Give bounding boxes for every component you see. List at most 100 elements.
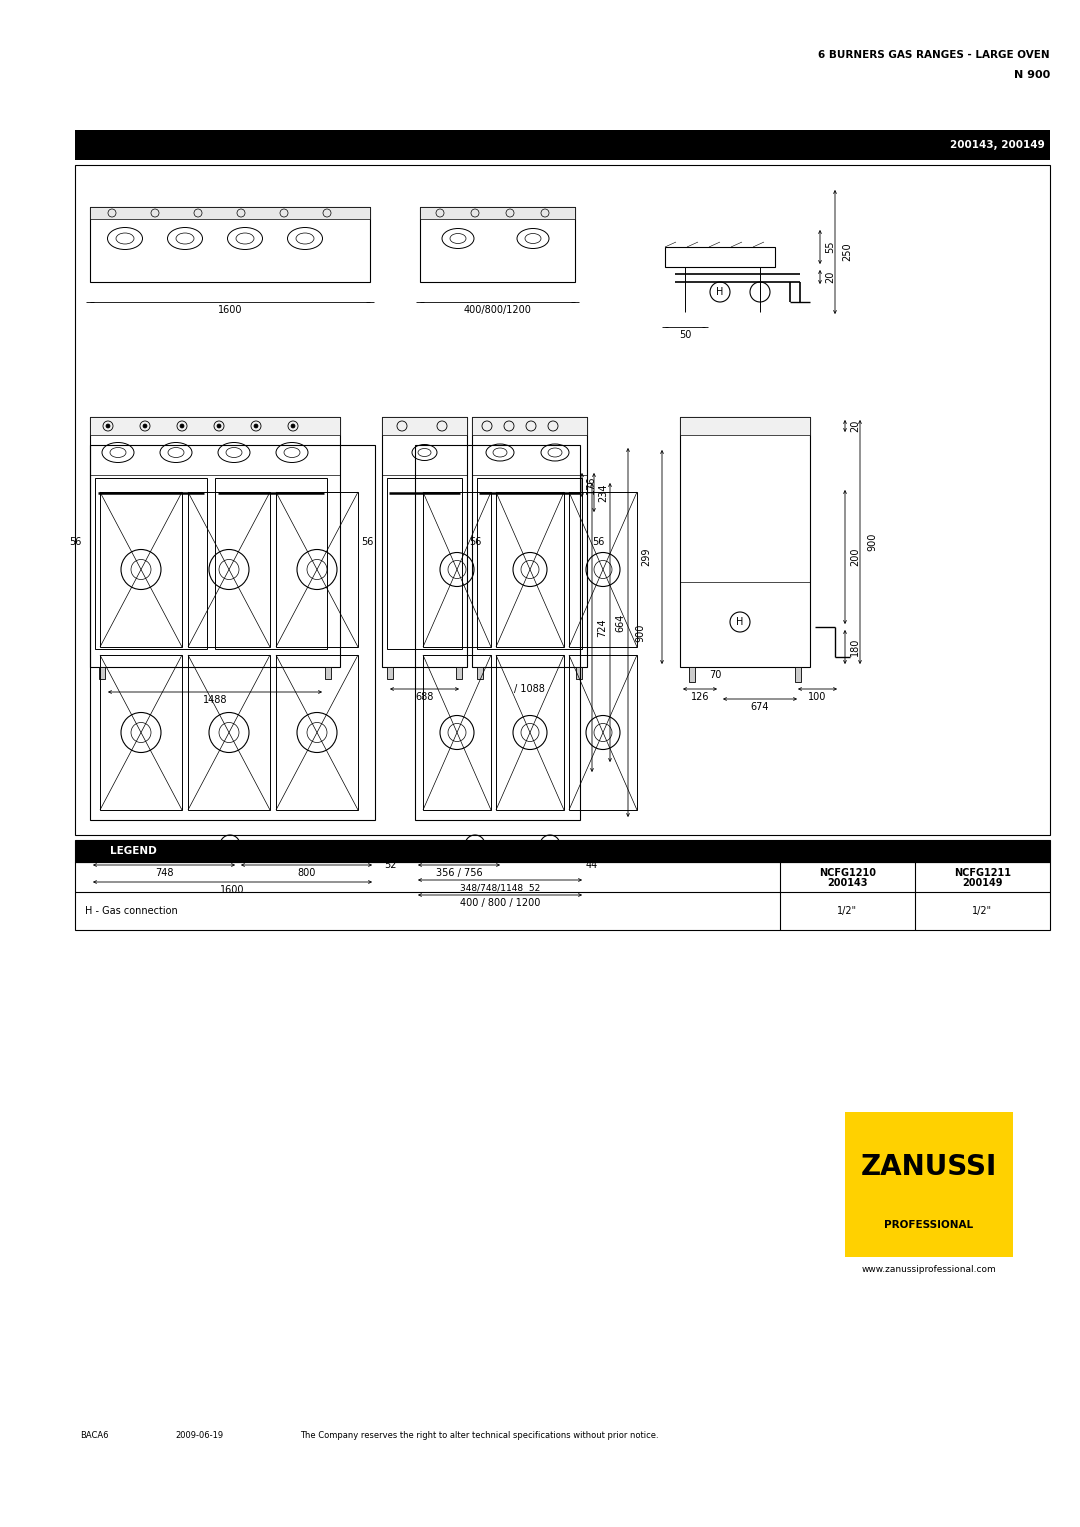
Text: 126: 126 bbox=[691, 692, 710, 702]
Bar bbox=[99, 667, 105, 680]
Bar bbox=[420, 208, 575, 282]
Bar bbox=[845, 1112, 1013, 1257]
Bar bbox=[382, 417, 467, 435]
Bar bbox=[420, 208, 575, 218]
Text: 52: 52 bbox=[383, 860, 396, 870]
Bar bbox=[496, 655, 564, 809]
Bar bbox=[75, 840, 1050, 863]
Text: 1600: 1600 bbox=[220, 886, 245, 895]
Bar bbox=[423, 655, 491, 809]
Text: 724: 724 bbox=[597, 618, 607, 637]
Bar bbox=[90, 208, 370, 282]
Text: 299: 299 bbox=[642, 548, 651, 567]
Bar bbox=[477, 667, 483, 680]
Bar bbox=[100, 655, 183, 809]
Text: 400 / 800 / 1200: 400 / 800 / 1200 bbox=[460, 898, 540, 909]
Bar bbox=[75, 863, 1050, 930]
Text: 2009-06-19: 2009-06-19 bbox=[175, 1431, 224, 1440]
Text: 50: 50 bbox=[679, 330, 691, 341]
Bar bbox=[90, 417, 340, 435]
Circle shape bbox=[217, 425, 221, 428]
Bar bbox=[188, 655, 270, 809]
Circle shape bbox=[106, 425, 110, 428]
Text: 800: 800 bbox=[297, 867, 315, 878]
Bar bbox=[415, 444, 580, 820]
Text: 250: 250 bbox=[842, 243, 852, 261]
Bar bbox=[95, 478, 207, 649]
Bar bbox=[90, 417, 340, 667]
Text: I: I bbox=[758, 287, 761, 296]
Bar bbox=[387, 478, 462, 649]
Text: 200: 200 bbox=[850, 548, 860, 567]
Text: H: H bbox=[227, 840, 233, 851]
Bar bbox=[795, 667, 801, 683]
Bar bbox=[90, 208, 370, 218]
Text: 356 / 756: 356 / 756 bbox=[435, 867, 483, 878]
Text: / 1088: / 1088 bbox=[514, 684, 545, 693]
Text: 348/748/1148  52: 348/748/1148 52 bbox=[460, 884, 540, 892]
Text: ZANUSSI: ZANUSSI bbox=[861, 1153, 997, 1180]
Text: 180: 180 bbox=[850, 638, 860, 657]
Text: 56: 56 bbox=[469, 538, 482, 547]
Text: 200143: 200143 bbox=[827, 878, 867, 889]
Text: 176: 176 bbox=[586, 476, 596, 495]
Text: 56: 56 bbox=[592, 538, 605, 547]
Text: 1/2": 1/2" bbox=[972, 906, 993, 916]
Circle shape bbox=[291, 425, 295, 428]
Bar bbox=[276, 655, 357, 809]
Text: NCFG1211: NCFG1211 bbox=[954, 867, 1011, 878]
Text: 56: 56 bbox=[69, 538, 82, 547]
Circle shape bbox=[180, 425, 184, 428]
Text: 200149: 200149 bbox=[962, 878, 1002, 889]
Text: H - Gas connection: H - Gas connection bbox=[85, 906, 178, 916]
Text: BACA6: BACA6 bbox=[80, 1431, 108, 1440]
Text: H: H bbox=[716, 287, 724, 296]
Text: 900: 900 bbox=[635, 623, 645, 641]
Text: 200143, 200149: 200143, 200149 bbox=[950, 140, 1045, 150]
Text: 56: 56 bbox=[362, 538, 374, 547]
Text: N 900: N 900 bbox=[1014, 70, 1050, 79]
Text: www.zanussiprofessional.com: www.zanussiprofessional.com bbox=[862, 1264, 997, 1274]
Text: 900: 900 bbox=[867, 533, 877, 551]
Circle shape bbox=[143, 425, 147, 428]
Text: 674: 674 bbox=[751, 702, 769, 712]
Circle shape bbox=[254, 425, 258, 428]
Bar bbox=[276, 492, 357, 647]
Text: 100: 100 bbox=[808, 692, 826, 702]
Text: H: H bbox=[737, 617, 744, 628]
Text: 234: 234 bbox=[598, 483, 608, 502]
Text: 664: 664 bbox=[615, 614, 625, 632]
Text: 1/2": 1/2" bbox=[837, 906, 858, 916]
Bar bbox=[215, 478, 327, 649]
Text: LEGEND: LEGEND bbox=[110, 846, 157, 857]
Bar bbox=[496, 492, 564, 647]
Bar bbox=[472, 417, 588, 435]
Bar bbox=[569, 655, 637, 809]
Bar bbox=[75, 130, 1050, 160]
Text: 1488: 1488 bbox=[203, 695, 227, 705]
Text: 20: 20 bbox=[850, 420, 860, 432]
Text: 20: 20 bbox=[825, 270, 835, 282]
Bar bbox=[75, 165, 1050, 835]
Bar bbox=[576, 667, 582, 680]
Bar bbox=[325, 667, 330, 680]
Bar bbox=[387, 667, 393, 680]
Bar bbox=[477, 478, 582, 649]
Text: 55: 55 bbox=[825, 241, 835, 253]
Text: 400/800/1200: 400/800/1200 bbox=[463, 305, 531, 315]
Bar bbox=[472, 417, 588, 667]
Bar bbox=[100, 492, 183, 647]
Bar bbox=[680, 417, 810, 667]
Bar bbox=[456, 667, 462, 680]
Text: 44: 44 bbox=[585, 860, 598, 870]
Text: PROFESSIONAL: PROFESSIONAL bbox=[885, 1220, 973, 1231]
Bar bbox=[382, 417, 467, 667]
Text: 70: 70 bbox=[708, 670, 721, 680]
Bar bbox=[90, 444, 375, 820]
Bar bbox=[423, 492, 491, 647]
Bar bbox=[569, 492, 637, 647]
Text: 1600: 1600 bbox=[218, 305, 242, 315]
Text: The Company reserves the right to alter technical specifications without prior n: The Company reserves the right to alter … bbox=[300, 1431, 659, 1440]
Bar bbox=[665, 247, 775, 267]
Text: 688: 688 bbox=[416, 692, 434, 702]
